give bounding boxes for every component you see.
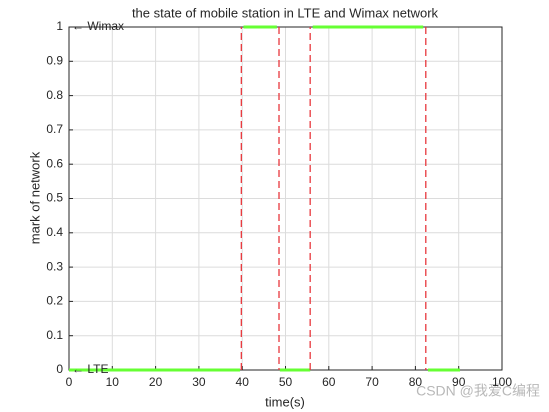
- x-tick-label: 50: [279, 375, 293, 389]
- x-tick-label: 90: [452, 375, 466, 389]
- y-tick-label: 0.6: [46, 156, 63, 170]
- y-tick-label: 0.2: [46, 294, 63, 308]
- x-tick-label: 30: [192, 375, 206, 389]
- y-tick-label: 0: [56, 362, 63, 376]
- x-tick-label: 60: [322, 375, 336, 389]
- y-tick-label: 0.8: [46, 88, 63, 102]
- y-tick-label: 0.3: [46, 259, 63, 273]
- watermark: CSDN @我爱C编程: [416, 383, 540, 399]
- chart-title: the state of mobile station in LTE and W…: [132, 5, 439, 20]
- y-tick-label: 0.5: [46, 191, 63, 205]
- annotation: ← LTE: [72, 362, 108, 376]
- x-tick-label: 80: [409, 375, 423, 389]
- y-tick-label: 0.4: [46, 225, 63, 239]
- x-tick-label: 40: [236, 375, 250, 389]
- x-axis-label: time(s): [265, 394, 305, 409]
- y-tick-label: 1: [56, 19, 63, 33]
- series-line: [69, 25, 460, 372]
- x-tick-label: 20: [149, 375, 163, 389]
- y-tick-label: 0.9: [46, 53, 63, 67]
- x-tick-label: 0: [66, 375, 73, 389]
- y-axis-label: mark of network: [27, 151, 42, 244]
- y-tick-label: 0.7: [46, 122, 63, 136]
- annotation: ← Wimax: [72, 19, 124, 33]
- y-tick-label: 0.1: [46, 328, 63, 342]
- x-tick-label: 100: [492, 375, 512, 389]
- x-tick-label: 10: [106, 375, 120, 389]
- series-line: [240, 27, 427, 370]
- x-tick-label: 70: [365, 375, 379, 389]
